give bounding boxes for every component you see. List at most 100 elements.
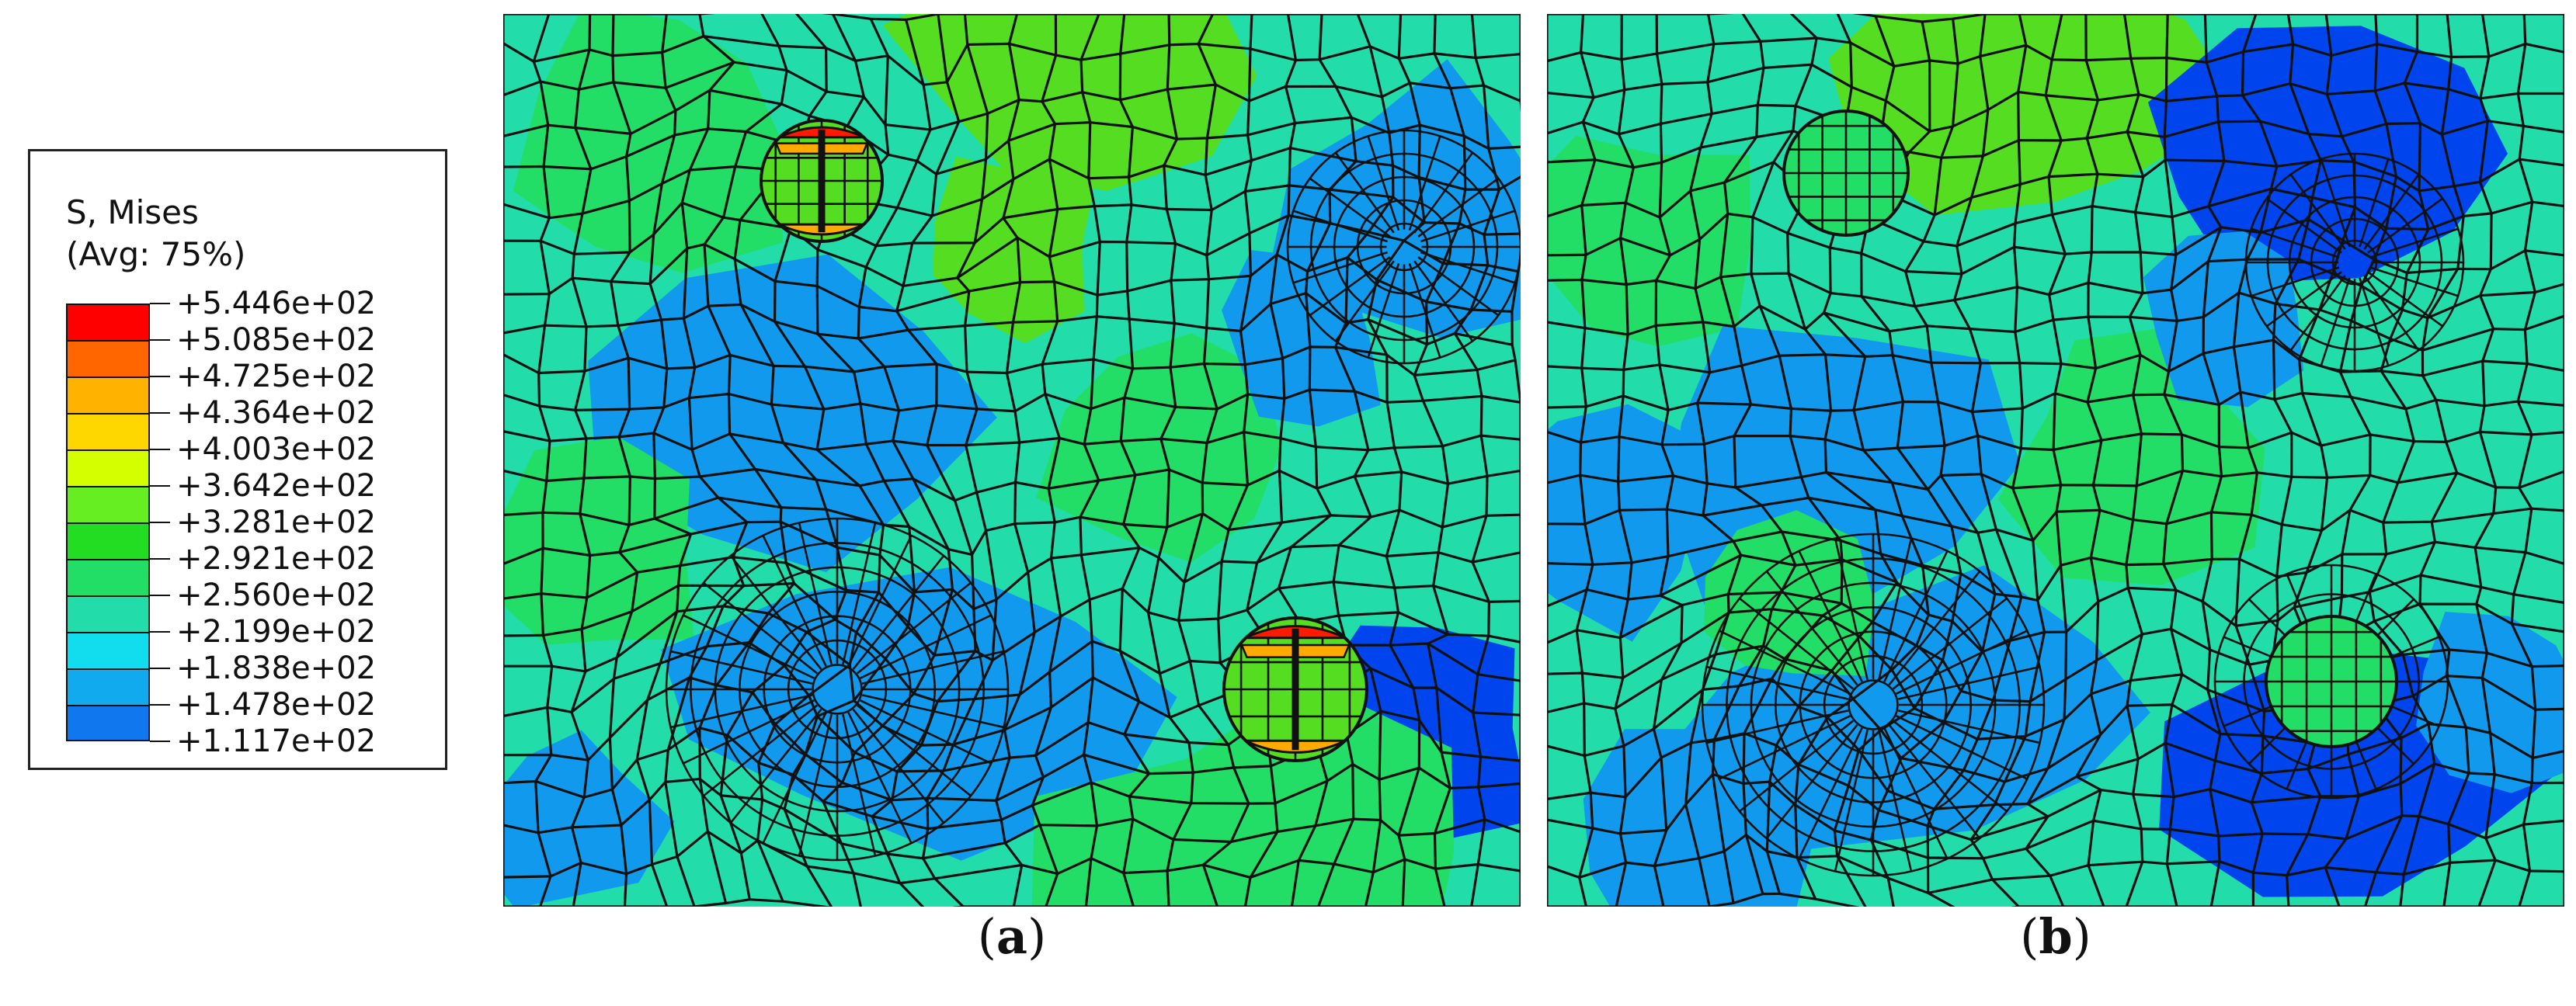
mesh-line [1332, 14, 1395, 907]
mesh-spoke [2251, 227, 2340, 258]
mesh-spoke [1896, 630, 2028, 695]
legend-swatch [66, 376, 150, 413]
mesh-spoke [2369, 227, 2459, 258]
mesh-spoke [1367, 262, 1400, 359]
mesh-line [1118, 14, 1151, 907]
mesh-spoke [2363, 275, 2420, 352]
mesh-line [1547, 892, 2564, 907]
mesh-spoke [1309, 177, 1391, 238]
caption-a-open: ( [977, 908, 996, 965]
caption-b: (b) [1547, 908, 2564, 965]
mesh-line [1079, 14, 1101, 907]
mesh-spoke [1897, 665, 2040, 700]
mesh-line [2473, 14, 2498, 907]
mesh-spoke [2265, 197, 2342, 254]
legend-swatch [66, 413, 150, 449]
inclusion-mesh [2266, 616, 2397, 747]
mesh-line [2201, 14, 2226, 907]
mesh-spoke [861, 650, 1004, 685]
legend-tick [150, 449, 170, 450]
mesh-spoke [1892, 720, 2008, 813]
mesh-spoke [729, 708, 822, 824]
legend-tick [150, 668, 170, 669]
mesh-spoke [842, 522, 877, 665]
mesh-spoke [856, 581, 972, 675]
mesh-line [1742, 14, 1844, 895]
legend-level-label: +1.838e+02 [176, 650, 377, 686]
mesh-spoke [2367, 271, 2444, 328]
mesh-spoke [1765, 571, 1858, 686]
mesh-line [1652, 14, 1684, 907]
legend-tick [150, 522, 170, 523]
mesh-spoke [1706, 709, 1849, 744]
legend-tick [150, 595, 170, 596]
mesh-line [635, 14, 693, 907]
mesh-spoke [852, 555, 945, 671]
mesh-line [2074, 14, 2105, 907]
legend-tick [150, 485, 170, 487]
mesh-spoke [762, 535, 827, 667]
mesh-line [1969, 14, 2046, 907]
mesh-spoke [1719, 630, 1851, 695]
mesh-spoke [2320, 277, 2351, 366]
stress-region [1222, 250, 1381, 427]
mesh-line [2024, 14, 2068, 907]
caption-b-letter: b [2039, 908, 2073, 965]
mesh-spoke [1892, 597, 2008, 690]
mesh-spoke [1739, 720, 1855, 813]
stress-region [2148, 26, 2508, 283]
mesh-spoke [762, 712, 827, 844]
mesh-spoke [1834, 538, 1869, 681]
mesh-spoke [860, 699, 992, 765]
mesh-line [1366, 14, 1426, 907]
mesh-spoke [1888, 723, 1981, 839]
mesh-spoke [1798, 550, 1863, 682]
mesh-lines [1547, 14, 2564, 907]
mesh-spoke [1420, 210, 1516, 243]
legend-swatch [66, 632, 150, 668]
mesh-spoke [798, 522, 833, 665]
legend-level-label: +4.364e+02 [176, 395, 377, 431]
mesh-spoke [1878, 538, 1913, 681]
stress-region [1583, 729, 1815, 907]
legend-level-label: +3.281e+02 [176, 505, 377, 540]
mesh-spoke [2265, 271, 2342, 328]
mesh-contour-a [503, 14, 1521, 907]
caption-a: (a) [503, 908, 1521, 965]
mesh-spoke [1408, 262, 1441, 359]
refined-mesh-zone [1286, 129, 1521, 365]
legend-level-label: +1.117e+02 [176, 723, 377, 759]
mesh-spoke [1706, 665, 1849, 700]
mesh-spoke [1367, 135, 1400, 231]
mesh-spoke [1334, 151, 1395, 234]
legend-level-label: +5.446e+02 [176, 286, 377, 321]
mesh-spoke [842, 713, 877, 856]
mesh-spoke [703, 704, 819, 797]
mesh-lines [503, 14, 1521, 907]
legend-level-label: +4.003e+02 [176, 432, 377, 467]
legend-level-label: +2.921e+02 [176, 541, 377, 577]
legend-swatch [66, 340, 150, 376]
mesh-spoke [1897, 709, 2040, 744]
mesh-spoke [1739, 597, 1855, 690]
mesh-spoke [2359, 158, 2390, 248]
mesh-spoke [2359, 277, 2390, 366]
mesh-line [1711, 14, 1797, 904]
legend-level-label: +5.085e+02 [176, 322, 377, 358]
mesh-line [1177, 14, 1250, 907]
mesh-spoke [2289, 275, 2346, 352]
mesh-line [1614, 14, 1636, 907]
legend-swatch [66, 668, 150, 705]
mesh-spoke [729, 555, 822, 671]
mesh-line [1453, 14, 1501, 907]
mesh-spoke [1309, 256, 1391, 317]
mesh-line [2510, 14, 2537, 907]
mesh-line [2368, 14, 2436, 907]
mesh-spoke [683, 614, 815, 679]
contour-plot-b [1547, 14, 2564, 907]
mesh-line [2232, 14, 2279, 907]
mesh-spoke [2367, 197, 2444, 254]
mesh-line [1031, 14, 1062, 907]
mesh-spoke [1883, 550, 1949, 682]
caption-b-open: ( [2020, 908, 2039, 965]
